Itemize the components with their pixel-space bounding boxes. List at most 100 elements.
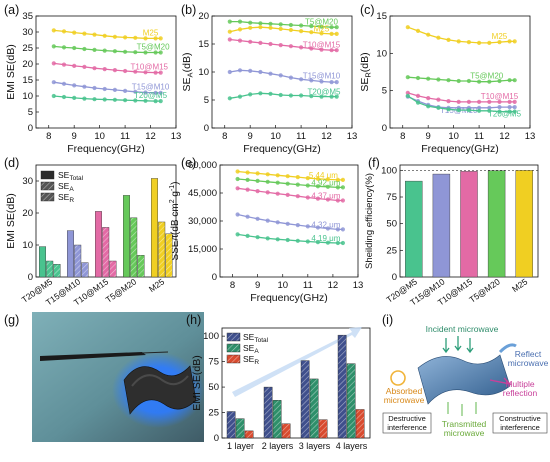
y-tick-label: 75 bbox=[208, 357, 219, 368]
panel-letter: (f) bbox=[368, 156, 380, 170]
incident-arrow-icon bbox=[442, 338, 450, 354]
y-tick-label: 5 bbox=[382, 86, 387, 97]
y-tick-label: 10 bbox=[198, 67, 209, 78]
data-point bbox=[245, 170, 250, 175]
data-point bbox=[237, 68, 243, 73]
bar bbox=[487, 170, 506, 278]
x-tick-label: 9 bbox=[426, 131, 431, 142]
series-label: T15@M10 bbox=[132, 83, 170, 92]
data-point bbox=[446, 107, 451, 112]
panel-e: 8 9 10 11 12 13 0 15,000 30,000 45,000 60,000 Frequ… bbox=[169, 156, 363, 304]
y-tick-label: 15 bbox=[376, 11, 387, 22]
label-reflect: microwave bbox=[508, 358, 549, 368]
bar bbox=[300, 360, 310, 439]
data-point bbox=[295, 175, 300, 180]
data-point bbox=[248, 68, 253, 73]
panel-letter: (c) bbox=[360, 3, 375, 17]
data-point bbox=[102, 86, 107, 92]
series-label: T10@M15 bbox=[303, 41, 341, 50]
data-point bbox=[227, 19, 232, 24]
data-point bbox=[112, 49, 117, 54]
data-point bbox=[507, 78, 512, 83]
reflect-arrow-icon bbox=[498, 343, 517, 354]
x-tick-label: 8 bbox=[46, 131, 51, 142]
data-point bbox=[248, 39, 253, 44]
data-point bbox=[436, 105, 441, 110]
data-point bbox=[153, 90, 158, 95]
data-point bbox=[512, 105, 517, 110]
bar bbox=[263, 386, 273, 439]
bar bbox=[130, 217, 138, 278]
constructive-box bbox=[492, 412, 548, 434]
film-highlight bbox=[131, 374, 189, 387]
data-point bbox=[487, 79, 492, 84]
data-point bbox=[329, 31, 334, 36]
data-point bbox=[133, 35, 138, 40]
data-point bbox=[92, 66, 97, 71]
data-point bbox=[258, 69, 263, 75]
data-point bbox=[512, 99, 517, 104]
data-point bbox=[92, 85, 97, 91]
data-point bbox=[51, 44, 56, 49]
data-point bbox=[133, 89, 138, 94]
data-point bbox=[61, 81, 67, 86]
data-point bbox=[340, 198, 345, 203]
data-point bbox=[497, 105, 502, 110]
data-point bbox=[245, 233, 250, 238]
data-point bbox=[237, 38, 243, 43]
bar bbox=[74, 244, 82, 278]
data-point bbox=[305, 224, 310, 229]
series-label: 4.37 μm bbox=[311, 191, 340, 200]
data-point bbox=[72, 83, 77, 88]
x-tick-label: 10 bbox=[277, 280, 288, 291]
data-point bbox=[123, 49, 128, 54]
data-point bbox=[102, 97, 107, 102]
series-label: 4.92 μm bbox=[311, 178, 340, 187]
series-label: T10@M15 bbox=[481, 92, 519, 101]
y-tick-label: 30 bbox=[22, 176, 33, 187]
x-tick-label: 4 layers bbox=[336, 441, 368, 451]
data-point bbox=[237, 94, 243, 99]
data-point bbox=[82, 31, 87, 36]
y-tick-label: 0 bbox=[392, 272, 397, 283]
bar bbox=[158, 221, 166, 278]
data-point bbox=[268, 25, 273, 30]
data-point bbox=[497, 78, 502, 84]
data-point bbox=[235, 176, 240, 182]
data-point bbox=[315, 176, 320, 181]
y-tick-label: 20 bbox=[198, 11, 209, 22]
data-point bbox=[335, 198, 340, 203]
y-tick-label: 10 bbox=[376, 48, 387, 59]
label-absorbed: Absorbed bbox=[386, 386, 423, 396]
data-point bbox=[51, 80, 56, 85]
data-point bbox=[299, 23, 304, 28]
x-tick-label: 12 bbox=[321, 131, 332, 142]
data-point bbox=[248, 25, 253, 30]
series-label: T15@M10 bbox=[303, 72, 341, 81]
y-tick-label: 15,000 bbox=[188, 244, 217, 255]
data-point bbox=[305, 239, 310, 244]
data-point bbox=[102, 48, 107, 53]
x-tick-label: 8 bbox=[400, 131, 405, 142]
data-point bbox=[285, 174, 290, 179]
tweezers-icon bbox=[40, 352, 146, 361]
incident-arrow-icon bbox=[466, 338, 474, 354]
data-point bbox=[285, 237, 290, 243]
bar bbox=[137, 255, 145, 278]
data-point bbox=[335, 227, 340, 232]
x-axis-label: Frequency(GHz) bbox=[67, 143, 145, 155]
data-point bbox=[112, 97, 117, 102]
data-point bbox=[436, 77, 441, 82]
series-label: 4.19 μm bbox=[311, 234, 340, 243]
data-point bbox=[153, 36, 158, 41]
data-point bbox=[268, 41, 273, 47]
data-point bbox=[325, 240, 330, 245]
data-point bbox=[325, 177, 330, 182]
y-tick-label: 45,000 bbox=[188, 188, 217, 199]
data-point bbox=[334, 25, 339, 30]
bar bbox=[309, 378, 319, 439]
legend-label: SEA bbox=[58, 181, 74, 193]
